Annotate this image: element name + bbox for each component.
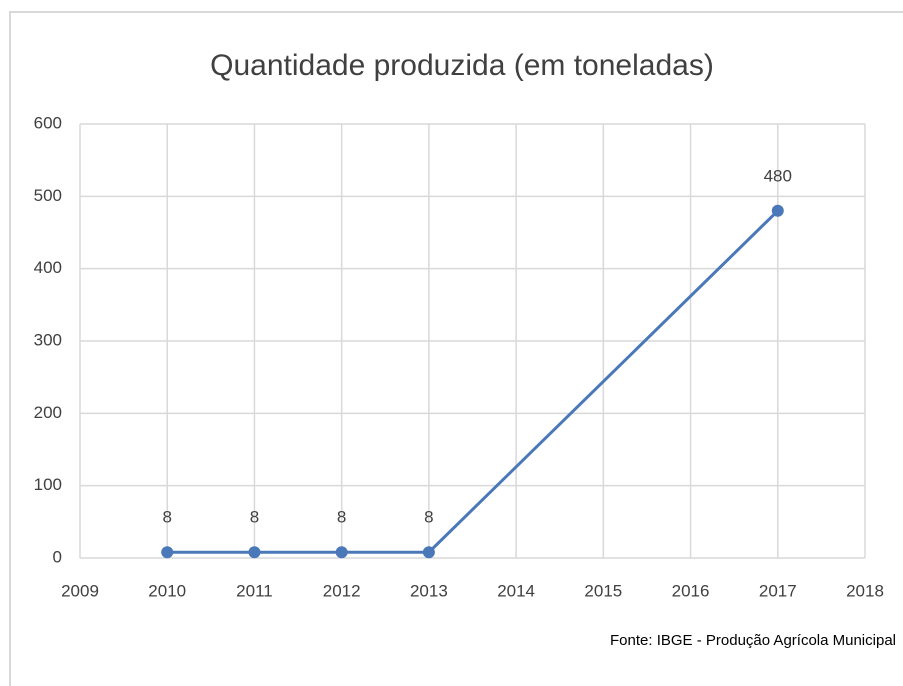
data-point	[771, 204, 784, 217]
data-point	[422, 546, 435, 559]
x-tick-label: 2010	[148, 581, 186, 600]
data-label: 8	[424, 508, 433, 527]
x-tick-label: 2011	[236, 581, 273, 600]
y-tick-label: 300	[34, 330, 62, 349]
data-label: 8	[162, 508, 171, 527]
data-point	[335, 546, 348, 559]
y-tick-label: 500	[34, 186, 62, 205]
source-note: Fonte: IBGE - Produção Agrícola Municipa…	[610, 632, 896, 649]
data-label: 8	[337, 508, 346, 527]
x-tick-label: 2016	[672, 581, 710, 600]
y-tick-label: 0	[53, 547, 62, 566]
y-tick-label: 400	[34, 258, 62, 277]
y-tick-label: 600	[34, 113, 62, 132]
x-tick-label: 2014	[497, 581, 535, 600]
y-tick-label: 200	[34, 403, 62, 422]
x-tick-label: 2018	[846, 581, 884, 600]
data-label: 480	[764, 166, 792, 185]
data-point	[248, 546, 261, 559]
chart-title: Quantidade produzida (em toneladas)	[210, 49, 714, 82]
x-tick-label: 2015	[584, 581, 622, 600]
x-tick-label: 2009	[61, 581, 99, 600]
x-tick-label: 2017	[759, 581, 797, 600]
data-point	[161, 546, 174, 559]
x-tick-label: 2012	[323, 581, 361, 600]
x-tick-label: 2013	[410, 581, 448, 600]
y-tick-label: 100	[34, 475, 62, 494]
data-label: 8	[250, 508, 259, 527]
